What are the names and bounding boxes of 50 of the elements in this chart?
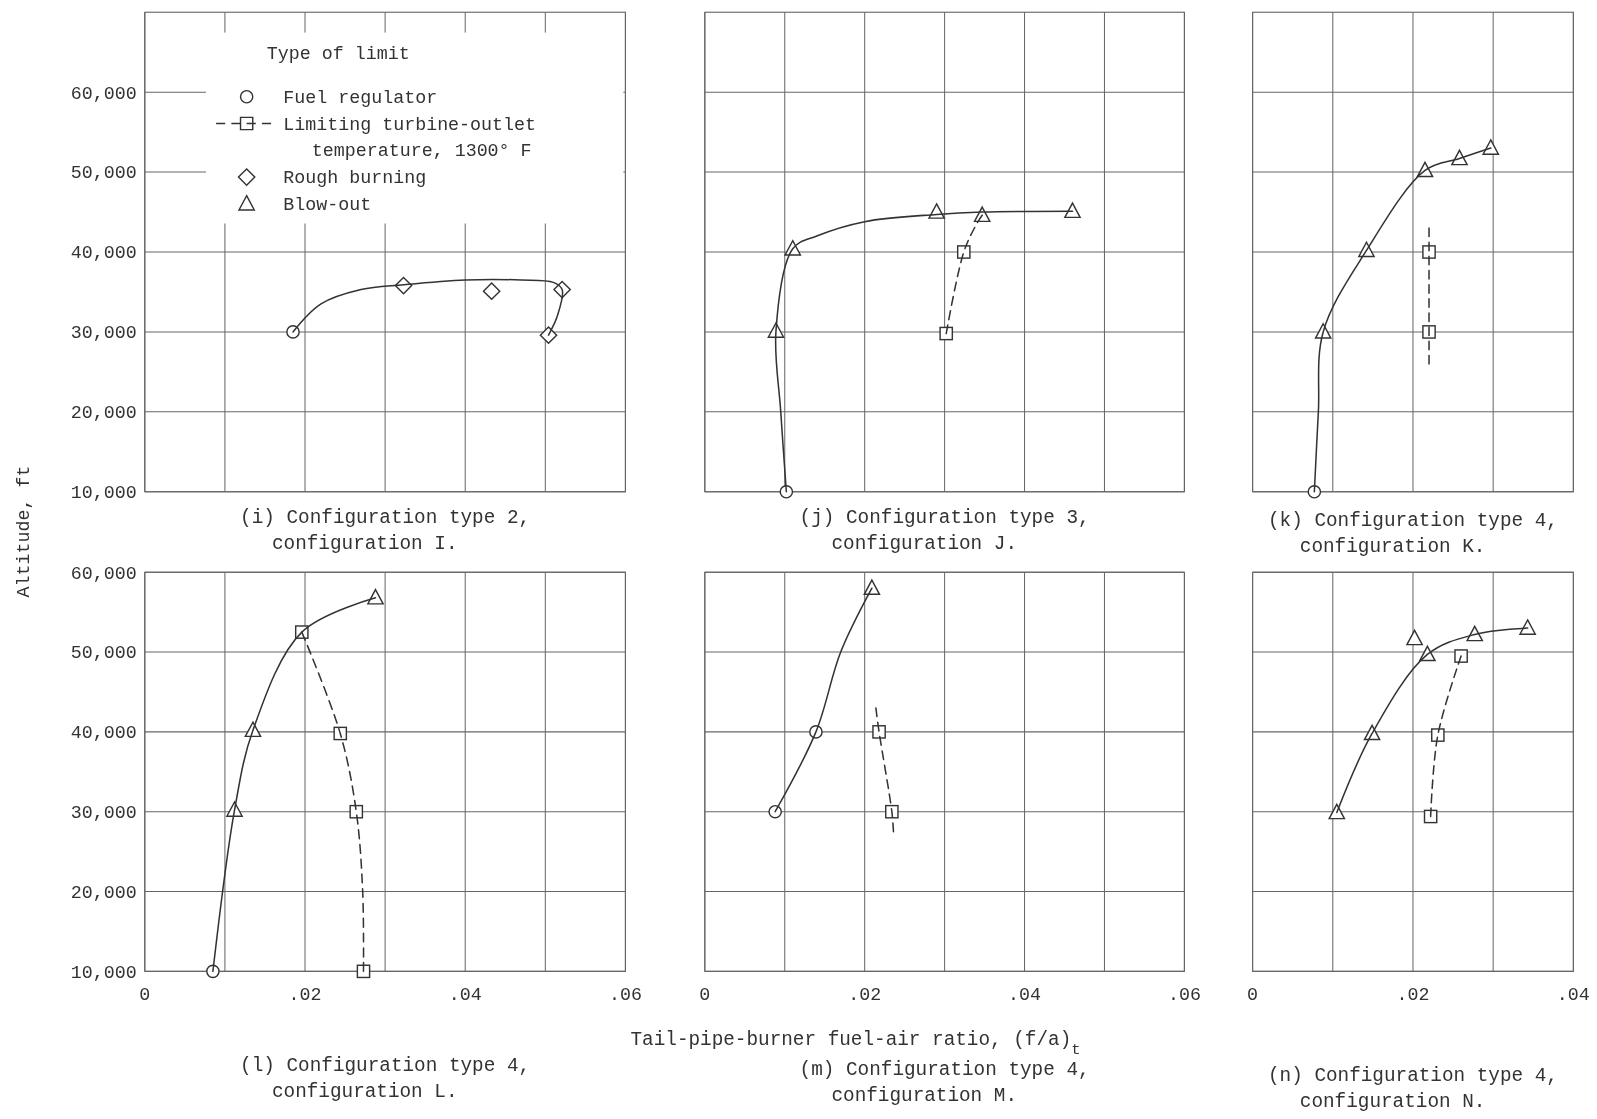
text: (i) Configuration type 2, configuration I. xyxy=(240,507,531,555)
text: (m) Configuration type 4, configuration M. xyxy=(799,1059,1090,1107)
x-tick-label: 0 xyxy=(139,984,151,1006)
point xyxy=(367,588,384,605)
point xyxy=(349,804,364,819)
point xyxy=(1307,484,1322,499)
x-tick-label: .04 xyxy=(1556,984,1590,1006)
point xyxy=(939,326,954,341)
point xyxy=(1454,649,1468,663)
x-tick-label: .04 xyxy=(448,984,482,1006)
x-tick-label: .04 xyxy=(1008,984,1042,1006)
point xyxy=(1064,202,1081,219)
y-tick-label: 40,000 xyxy=(70,723,137,745)
point xyxy=(206,964,220,979)
x-tick-label: 0 xyxy=(699,984,711,1006)
point xyxy=(1431,728,1445,742)
y-tick-label: 10,000 xyxy=(70,962,137,984)
y-tick-label: 50,000 xyxy=(70,163,137,185)
y-axis-title: Altitude, ft xyxy=(13,465,35,598)
x-tick-label: .02 xyxy=(1396,984,1430,1006)
y-tick-label: 30,000 xyxy=(70,323,137,345)
y-tick-label: 40,000 xyxy=(70,243,137,265)
y-tick-label: 50,000 xyxy=(70,643,137,665)
text: (j) Configuration type 3, configuration J. xyxy=(799,507,1090,555)
legend-label: Blow-out xyxy=(283,194,372,216)
legend-label: Fuel regulator xyxy=(283,87,438,109)
x-tick-label: .06 xyxy=(1167,984,1201,1006)
x-axis-title: Tail-pipe-burner fuel-air ratio, (f/a)$_{t}$ xyxy=(630,1028,1081,1059)
legend-label: Limiting turbine-outlet temperature, 1300° F xyxy=(283,114,537,163)
y-tick-label: 10,000 xyxy=(70,483,137,505)
y-tick-label: 60,000 xyxy=(70,563,137,585)
x-tick-label: 0 xyxy=(1247,984,1259,1006)
legend-label: Rough burning xyxy=(283,168,427,190)
point xyxy=(482,282,501,301)
text: (l) Configuration type 4, configuration L. xyxy=(240,1055,531,1103)
legend-title: Type of limit xyxy=(266,44,410,66)
point xyxy=(539,326,558,344)
y-tick-label: 20,000 xyxy=(70,403,137,425)
x-tick-label: .06 xyxy=(608,984,642,1006)
point xyxy=(956,245,971,259)
x-tick-label: .02 xyxy=(848,984,882,1006)
point xyxy=(1328,803,1346,820)
point xyxy=(333,726,348,741)
x-tick-label: .02 xyxy=(288,984,322,1006)
y-tick-label: 30,000 xyxy=(70,803,137,825)
y-tick-label: 60,000 xyxy=(70,83,137,105)
text: (k) Configuration type 4, configuration K. xyxy=(1267,510,1558,558)
y-tick-label: 20,000 xyxy=(70,882,137,904)
point xyxy=(1406,629,1423,646)
text: (n) Configuration type 4, configuration N. xyxy=(1267,1065,1558,1113)
